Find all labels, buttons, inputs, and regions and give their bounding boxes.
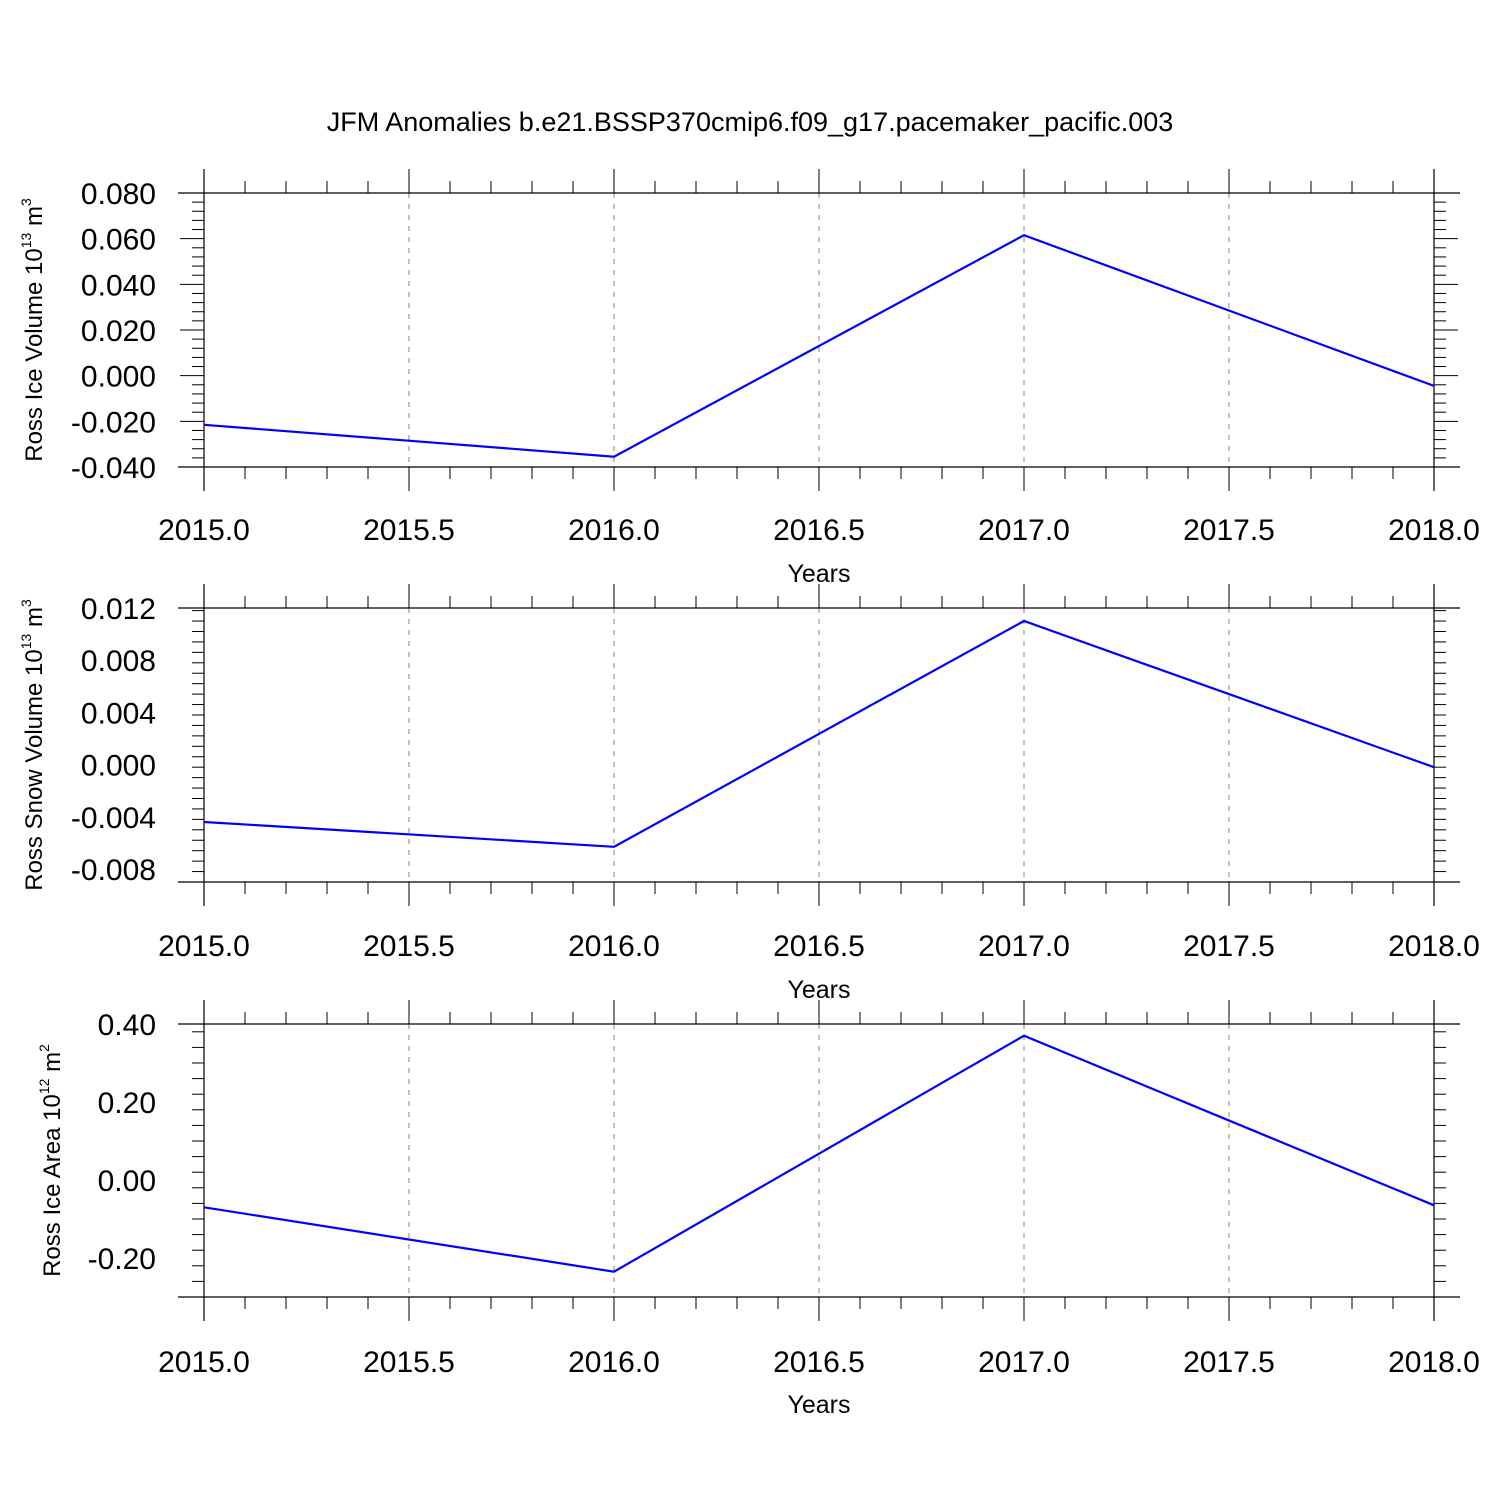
x-tick-label: 2016.5 [773, 930, 865, 963]
y-axis-label: Ross Ice Area 1012 m2 [36, 1044, 66, 1277]
y-tick-label: 0.00 [98, 1165, 156, 1198]
y-axis-label: Ross Ice Volume 1013 m3 [18, 198, 48, 462]
y-axis-label: Ross Snow Volume 1013 m3 [18, 599, 48, 891]
y-axis-label-unit-exponent: 3 [18, 198, 34, 206]
x-tick-label: 2016.5 [773, 1346, 865, 1379]
x-tick-label: 2018.0 [1388, 514, 1480, 547]
y-axis-label-unit: m [21, 206, 48, 233]
x-tick-label: 2016.5 [773, 514, 865, 547]
x-axis-label: Years [787, 976, 850, 1004]
x-tick-label: 2015.5 [363, 930, 455, 963]
y-tick-label: 0.080 [81, 178, 156, 211]
figure-title: JFM Anomalies b.e21.BSSP370cmip6.f09_g17… [327, 107, 1174, 137]
x-tick-label: 2015.5 [363, 514, 455, 547]
y-axis-label-unit: m [39, 1052, 66, 1079]
y-tick-label: 0.000 [81, 361, 156, 394]
y-tick-label: -0.008 [71, 854, 156, 887]
x-tick-label: 2016.0 [568, 930, 660, 963]
y-tick-label: 0.000 [81, 750, 156, 783]
x-tick-label: 2015.0 [158, 514, 250, 547]
series-line [203, 233, 1435, 458]
x-axis-label: Years [787, 1391, 850, 1419]
y-tick-label: 0.004 [81, 697, 156, 730]
panel-snow-volume: 2015.0 2015.5 2016.0 2016.5 2017.0 2017.5 2018… [18, 584, 1480, 1004]
x-tick-label: 2017.0 [978, 1346, 1070, 1379]
y-tick-label: 0.20 [98, 1087, 156, 1120]
y-tick-label: 0.020 [81, 315, 156, 348]
y-axis-label-unit: m [21, 607, 48, 634]
y-axis-label-exponent: 13 [18, 233, 34, 249]
y-tick-label: 0.012 [81, 593, 156, 626]
x-tick-label: 2017.0 [978, 514, 1070, 547]
panel-ice-area: 2015.0 2015.5 2016.0 2016.5 2017.0 2017.5 2018… [36, 1000, 1480, 1419]
x-tick-label: 2015.5 [363, 1346, 455, 1379]
panel-ice-volume: 2015.0 2015.5 2016.0 2016.5 2017.0 2017.5 2018… [18, 169, 1480, 588]
y-axis-label-exponent: 13 [18, 634, 34, 650]
x-tick-label: 2017.5 [1183, 514, 1275, 547]
x-tick-label: 2017.5 [1183, 930, 1275, 963]
x-axis-label: Years [787, 560, 850, 588]
x-tick-label: 2017.0 [978, 930, 1070, 963]
y-tick-label: -0.004 [71, 802, 156, 835]
x-tick-label: 2016.0 [568, 1346, 660, 1379]
series-line [203, 619, 1435, 848]
y-axis-label-unit-exponent: 2 [36, 1044, 52, 1052]
x-tick-label: 2016.0 [568, 514, 660, 547]
x-tick-label: 2018.0 [1388, 930, 1480, 963]
y-tick-label: -0.040 [71, 452, 156, 485]
x-tick-label: 2018.0 [1388, 1346, 1480, 1379]
x-tick-label: 2015.0 [158, 930, 250, 963]
x-tick-label: 2017.5 [1183, 1346, 1275, 1379]
y-tick-label: -0.20 [88, 1243, 156, 1276]
y-axis-label-text: Ross Snow Volume 10 [21, 649, 48, 890]
y-axis-label-text: Ross Ice Volume 10 [21, 248, 48, 461]
y-tick-label: -0.020 [71, 406, 156, 439]
y-tick-label: 0.040 [81, 269, 156, 302]
series-line [203, 1034, 1435, 1273]
y-axis-label-text: Ross Ice Area 10 [39, 1094, 66, 1277]
y-axis-label-unit-exponent: 3 [18, 599, 34, 607]
y-tick-label: 0.40 [98, 1009, 156, 1042]
x-tick-label: 2015.0 [158, 1346, 250, 1379]
y-tick-label: 0.060 [81, 224, 156, 257]
y-tick-label: 0.008 [81, 645, 156, 678]
y-axis-label-exponent: 12 [36, 1078, 52, 1094]
